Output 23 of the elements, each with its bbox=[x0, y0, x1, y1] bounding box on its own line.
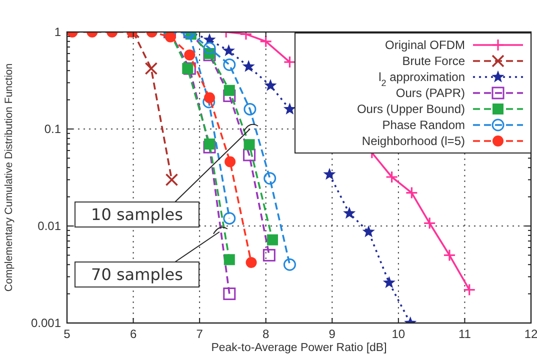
legend-label: Neighborhood (l=5) bbox=[362, 134, 465, 148]
y-axis-title: Complementary Cumulative Distribution Function bbox=[3, 63, 15, 292]
y-tick-label: 0.001 bbox=[30, 316, 62, 330]
x-tick-label: 12 bbox=[524, 327, 537, 341]
y-tick-label: 0.1 bbox=[44, 122, 62, 136]
x-tick-label: 8 bbox=[262, 327, 270, 341]
x-axis-title: Peak-to-Average Power Ratio [dB] bbox=[211, 342, 387, 354]
legend-label: Ours (PAPR) bbox=[396, 86, 465, 100]
legend-label: Original OFDM bbox=[384, 38, 465, 52]
y-tick-label: 1 bbox=[54, 25, 62, 39]
legend-label: Phase Random bbox=[382, 118, 465, 132]
x-tick-label: 9 bbox=[328, 327, 336, 341]
x-tick-label: 11 bbox=[458, 327, 472, 341]
legend-label: l$_{2}$ approximation bbox=[378, 70, 465, 88]
x-tick-label: 10 bbox=[392, 327, 406, 341]
x-tick-label: 5 bbox=[64, 327, 71, 341]
annotation: 70 samples bbox=[91, 265, 183, 284]
legend-label: Brute Force bbox=[402, 54, 466, 68]
annotation: 10 samples bbox=[91, 205, 183, 224]
x-tick-label: 7 bbox=[196, 327, 204, 341]
y-tick-label: 0.01 bbox=[38, 219, 62, 233]
legend-label: Ours (Upper Bound) bbox=[356, 102, 466, 116]
x-tick-label: 6 bbox=[130, 327, 137, 341]
